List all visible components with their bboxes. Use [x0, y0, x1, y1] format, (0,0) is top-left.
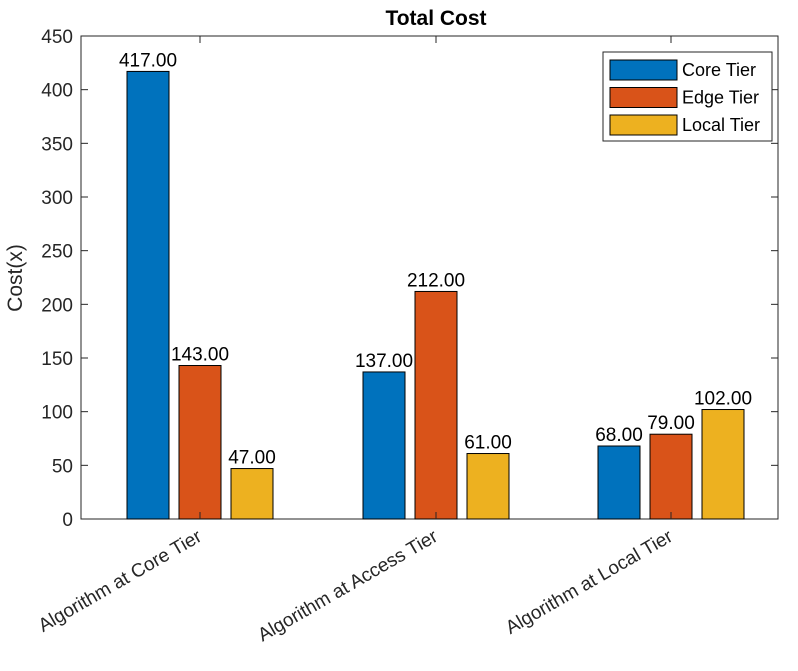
data-labels: 417.00 143.00 47.00 137.00 212.00 61.00 68.007… — [119, 50, 752, 468]
y-tick-label: 150 — [41, 349, 73, 370]
data-label: 143.00 — [171, 345, 229, 366]
y-tick-label: 100 — [41, 403, 73, 424]
legend-swatch — [609, 87, 678, 108]
bar-edge-tier — [649, 433, 693, 520]
bar-local-tier — [466, 453, 510, 520]
legend-label: Edge Tier — [682, 88, 759, 108]
y-tick-label: 450 — [41, 27, 73, 48]
y-tick-label: 300 — [41, 188, 73, 209]
bar-core-tier — [597, 445, 641, 520]
bar-edge-tier — [414, 290, 458, 520]
y-tick-label: 350 — [41, 134, 73, 155]
y-tick-label: 200 — [41, 295, 73, 316]
bars — [126, 70, 745, 520]
data-label: 212.00 — [407, 270, 465, 291]
legend-swatch — [609, 114, 678, 136]
legend-swatch — [609, 59, 678, 81]
y-tick-label: 0 — [62, 510, 73, 531]
category-label: Algorithm at Core Tier — [35, 526, 206, 637]
y-axis-label: Cost(x) — [4, 244, 27, 312]
data-label: 137.00 — [355, 351, 413, 372]
y-tick-label: 400 — [41, 81, 73, 102]
category-label: Algorithm at Local Tier — [502, 526, 677, 639]
y-axis-ticks: 0 50 100 150 200 250 300 350 400 450 — [41, 27, 778, 531]
data-label: 102.00 — [694, 389, 752, 410]
legend-label: Local Tier — [682, 115, 760, 135]
data-label: 68.00 — [595, 425, 643, 446]
chart-title: Total Cost — [385, 7, 486, 30]
category-label: Algorithm at Access Tier — [255, 526, 443, 646]
legend-label: Core Tier — [682, 60, 756, 80]
y-tick-label: 50 — [52, 456, 73, 477]
bar-edge-tier — [178, 365, 222, 520]
data-label: 47.00 — [228, 448, 276, 469]
bar-core-tier — [362, 371, 406, 520]
bar-local-tier — [230, 468, 274, 520]
y-tick-label: 250 — [41, 242, 73, 263]
data-label: 417.00 — [119, 50, 177, 71]
data-label: 61.00 — [464, 433, 512, 454]
bar-core-tier — [126, 70, 170, 520]
data-label: 79.00 — [647, 413, 695, 434]
legend: Core Tier Edge Tier Local Tier — [602, 51, 773, 142]
bar-local-tier — [701, 409, 745, 520]
